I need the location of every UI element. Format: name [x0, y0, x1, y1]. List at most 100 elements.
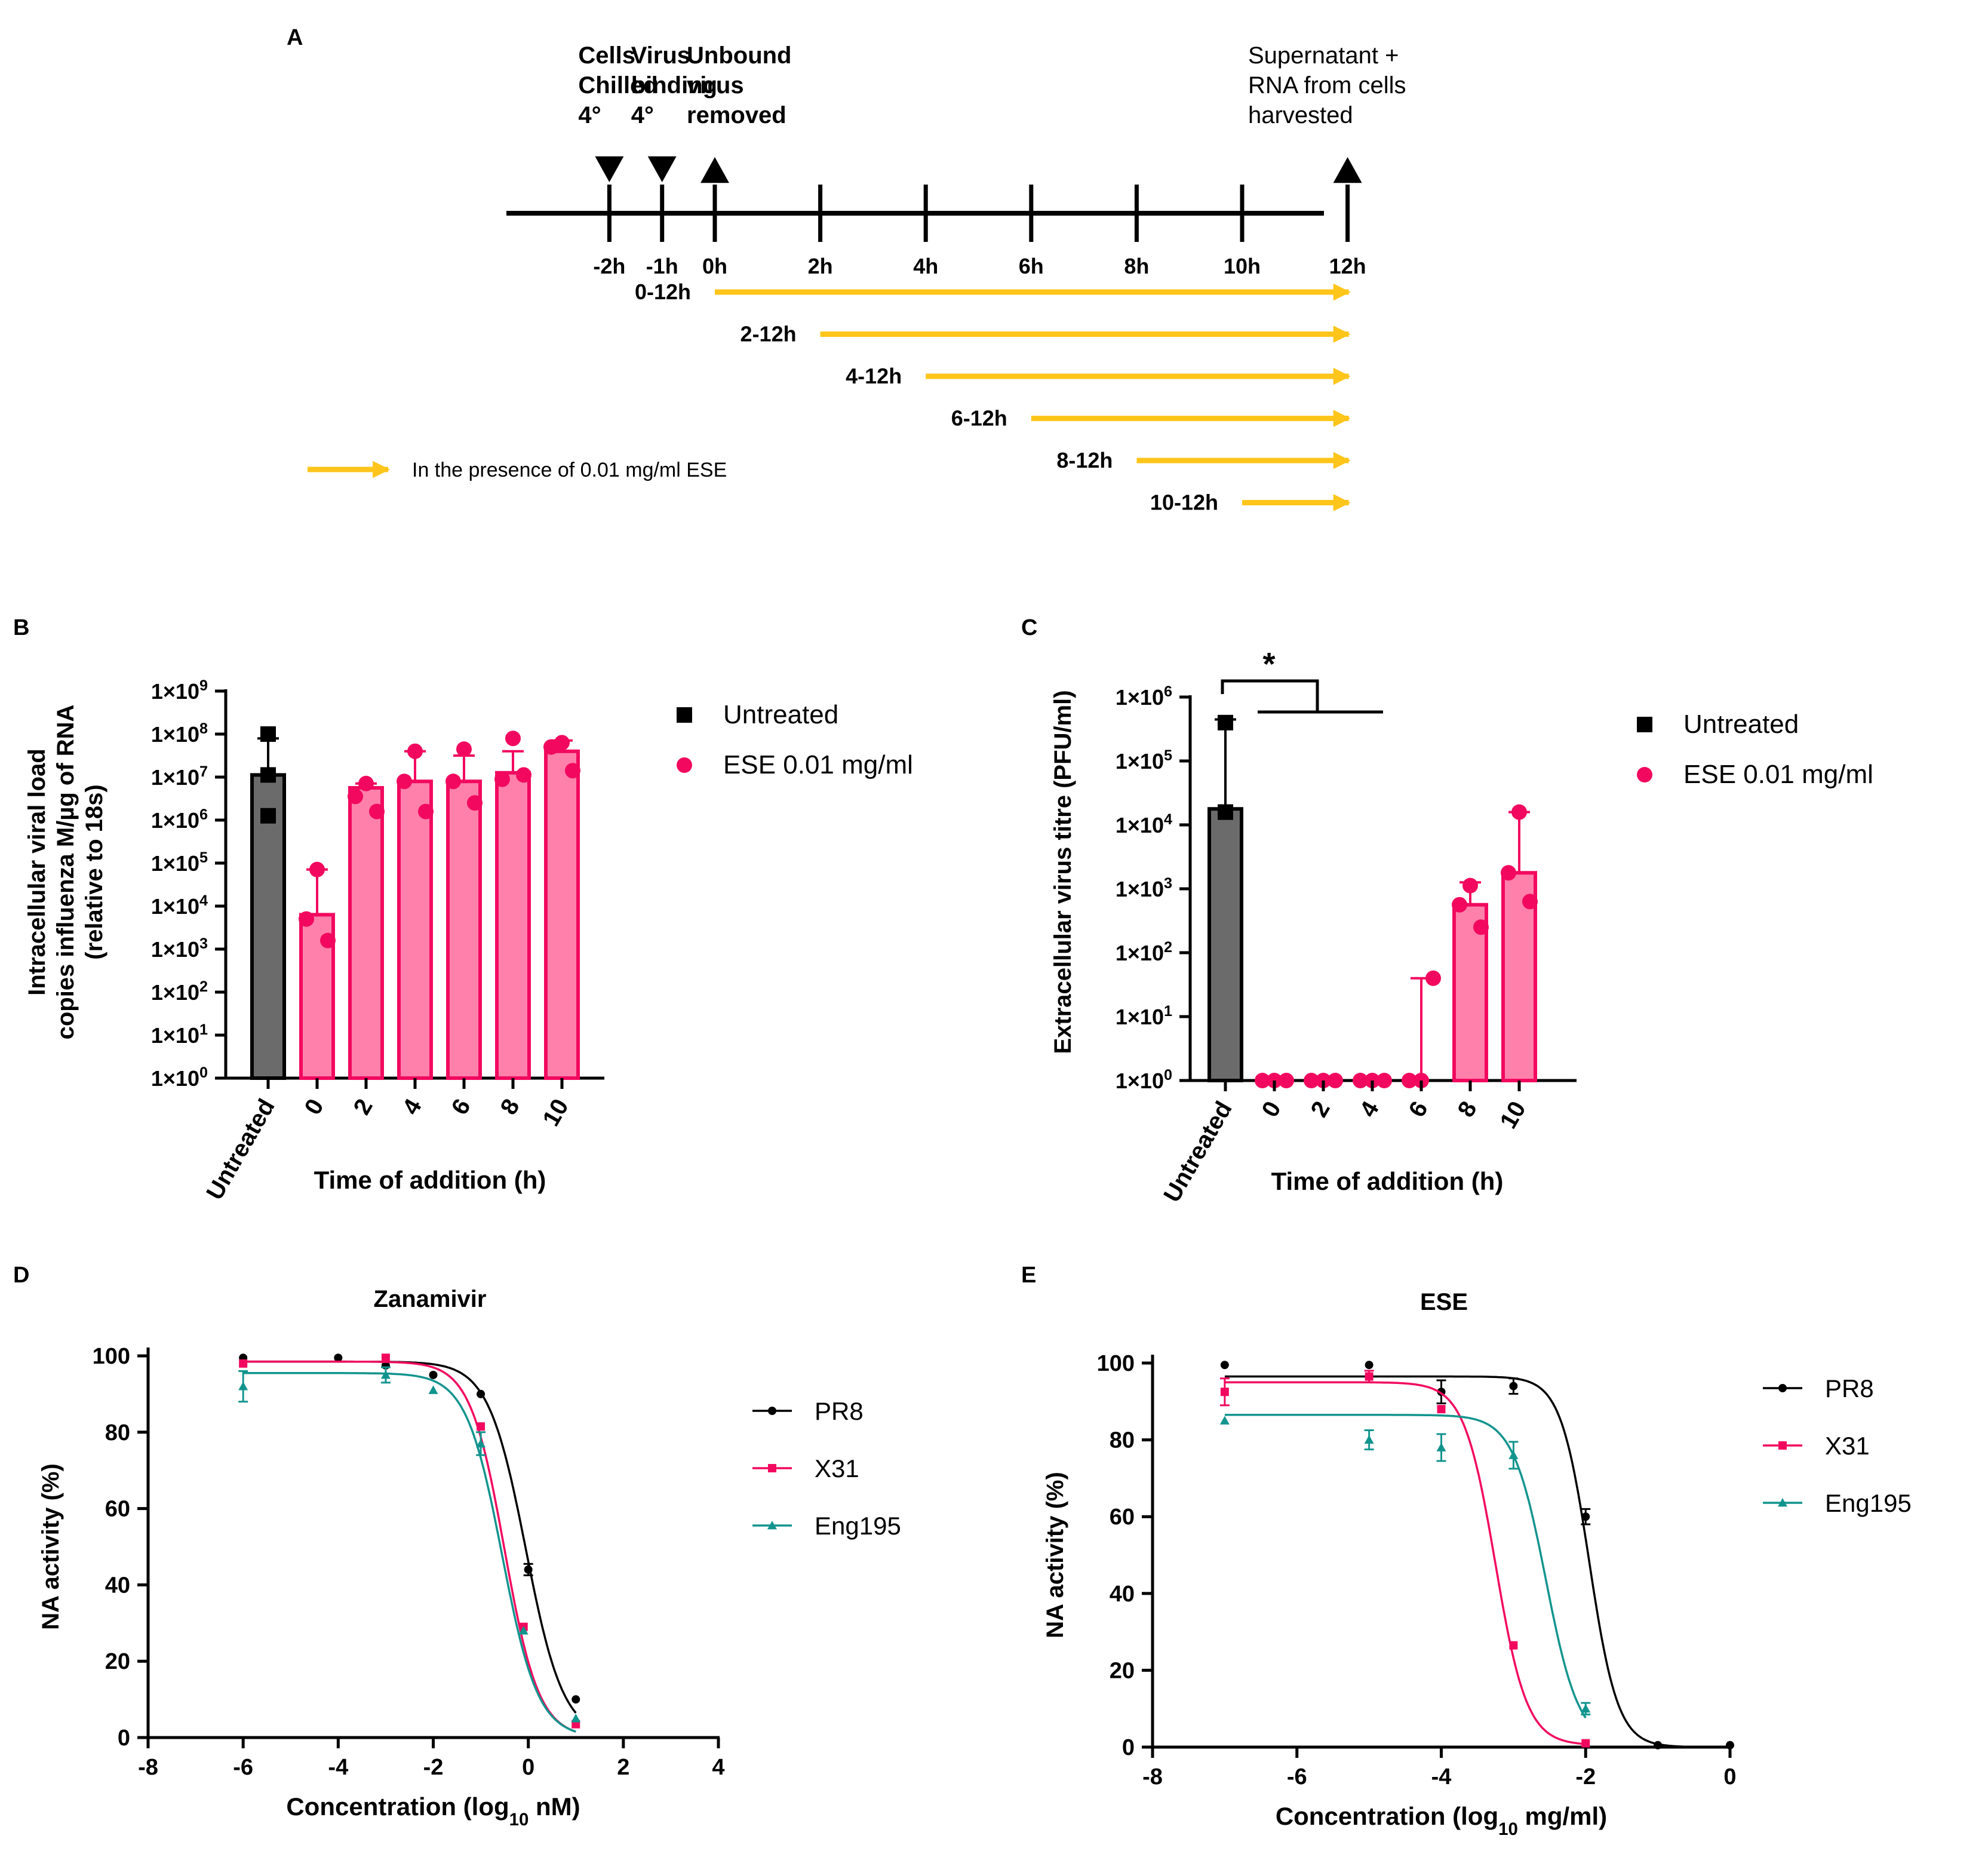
- data-point-circle: [1279, 1073, 1294, 1088]
- y-tick-label: 40: [1110, 1582, 1135, 1607]
- y-tick-exponent: 0: [1164, 1067, 1172, 1084]
- data-point-circle: [1353, 1073, 1368, 1088]
- y-axis-title: Extracellular virus titre (PFU/ml): [1050, 690, 1076, 1054]
- x-tick-label: 2: [617, 1755, 629, 1780]
- data-point-circle: [1255, 1073, 1270, 1088]
- down-triangle-icon: [647, 156, 677, 182]
- x-axis-title-unit: nM): [529, 1793, 580, 1821]
- y-axis-title: (relative to 18s): [81, 784, 107, 959]
- fit-curve-eng195: [243, 1372, 576, 1733]
- event-label: binding: [631, 72, 717, 99]
- event-label: Cells: [578, 42, 635, 69]
- data-point-triangle: [518, 1626, 529, 1635]
- legend-label: X31: [815, 1454, 859, 1483]
- y-tick-label: 1×102: [1116, 939, 1172, 965]
- data-point-circle: [429, 1370, 438, 1379]
- data-point-circle: [299, 911, 314, 927]
- x-tick-label: 2: [1306, 1097, 1335, 1122]
- x-axis-title: Concentration (log10 nM): [286, 1793, 580, 1830]
- bar: [446, 779, 482, 1080]
- data-point-square: [381, 1353, 390, 1362]
- panel-letter: C: [1021, 615, 1037, 640]
- legend-label: Eng195: [1825, 1489, 1912, 1517]
- chart-title: Zanamivir: [374, 1286, 487, 1312]
- legend-label: PR8: [1825, 1374, 1874, 1402]
- data-point-circle: [1304, 1073, 1319, 1088]
- legend-marker-triangle: [767, 1521, 777, 1530]
- data-point-triangle: [1436, 1442, 1446, 1451]
- y-tick-label: 1×107: [151, 763, 208, 790]
- y-tick-label: 60: [1110, 1505, 1135, 1530]
- x-tick-label: 0: [522, 1755, 534, 1780]
- data-point-triangle: [1508, 1450, 1519, 1459]
- panel-c-chart: C 1×100 1×101 1×102 1×103 1×104 1×105 1×106 Extr…: [1021, 615, 1873, 1207]
- chart-title: ESE: [1420, 1289, 1468, 1315]
- data-point-circle: [571, 1695, 580, 1704]
- data-point-circle: [407, 743, 423, 759]
- data-point-triangle: [1581, 1704, 1591, 1713]
- bar: [348, 786, 384, 1080]
- bar: [544, 749, 580, 1081]
- x-tick-label: -2: [423, 1755, 444, 1780]
- y-tick-label: 1×101: [151, 1021, 208, 1048]
- bar: [397, 779, 433, 1080]
- event-label: Chilled: [578, 72, 657, 99]
- y-tick-label: 0: [118, 1726, 130, 1751]
- x-tick-label: 2: [349, 1095, 378, 1119]
- y-tick-exponent: 3: [1164, 875, 1172, 892]
- event-label: Unbound: [687, 42, 792, 69]
- x-tick-label: Untreated: [201, 1095, 279, 1205]
- data-point-circle: [445, 774, 461, 790]
- y-tick-label: 1×102: [151, 978, 208, 1005]
- data-point-square: [1220, 1388, 1229, 1396]
- x-axis-title-subscript: 10: [509, 1810, 529, 1830]
- y-tick-exponent: 4: [1164, 811, 1172, 828]
- x-tick-label: Untreated: [1159, 1097, 1237, 1207]
- y-tick-label: 1×104: [151, 892, 208, 919]
- data-point-circle: [1509, 1382, 1518, 1391]
- event-label: Supernatant +: [1248, 42, 1399, 69]
- y-tick-label: 1×103: [1116, 875, 1172, 901]
- x-tick-label: 0: [300, 1095, 329, 1119]
- y-tick-exponent: 0: [199, 1064, 208, 1081]
- y-tick-label: 100: [93, 1344, 130, 1369]
- y-axis-title: NA activity (%): [1042, 1472, 1068, 1638]
- data-point-circle: [369, 803, 385, 819]
- bar: [1207, 807, 1243, 1082]
- y-tick-label: 1×106: [1116, 683, 1172, 710]
- x-axis-title: Time of addition (h): [1271, 1167, 1504, 1195]
- y-tick-label: 1×105: [1116, 747, 1172, 774]
- data-point-triangle: [571, 1714, 581, 1723]
- data-point-circle: [397, 774, 412, 790]
- x-tick-label: -4: [1431, 1764, 1452, 1790]
- timeline-tick-label: 2h: [808, 254, 833, 278]
- legend-label: In the presence of 0.01 mg/ml ESE: [412, 459, 727, 481]
- data-point-circle: [1220, 1361, 1229, 1370]
- y-tick-exponent: 7: [199, 763, 208, 780]
- interval-label: 2-12h: [740, 322, 797, 346]
- event-label: 4°: [631, 102, 654, 128]
- event-label: Virus: [631, 42, 690, 69]
- data-point-square: [477, 1422, 486, 1431]
- event-label: virus: [687, 72, 744, 99]
- fit-curve-eng195: [1224, 1414, 1587, 1719]
- fit-curve-pr8: [1224, 1375, 1730, 1748]
- data-point-circle: [1452, 897, 1467, 913]
- panel-letter: E: [1021, 1263, 1036, 1288]
- legend-label: Eng195: [815, 1512, 901, 1540]
- legend-label-untreated: Untreated: [1683, 710, 1799, 739]
- x-tick-label: 6: [447, 1095, 476, 1119]
- x-tick-label: -2: [1575, 1764, 1596, 1790]
- data-point-circle: [505, 731, 521, 747]
- y-tick-label: 1×101: [1116, 1003, 1172, 1029]
- y-tick-exponent: 6: [199, 806, 208, 823]
- panel-a-timeline: A -2h -1h 0h 2h 4h 6h 8h 10h 12h Cells Chilled 4° Vir…: [287, 25, 1406, 515]
- data-point-circle: [1581, 1512, 1590, 1521]
- x-tick-label: 4: [1355, 1097, 1385, 1122]
- legend-marker-circle: [768, 1407, 776, 1415]
- data-point-circle: [358, 775, 374, 791]
- y-tick-exponent: 8: [199, 720, 208, 737]
- data-point-circle: [524, 1565, 533, 1574]
- data-point-circle: [1402, 1073, 1417, 1088]
- timeline-tick-label: 0h: [702, 254, 727, 278]
